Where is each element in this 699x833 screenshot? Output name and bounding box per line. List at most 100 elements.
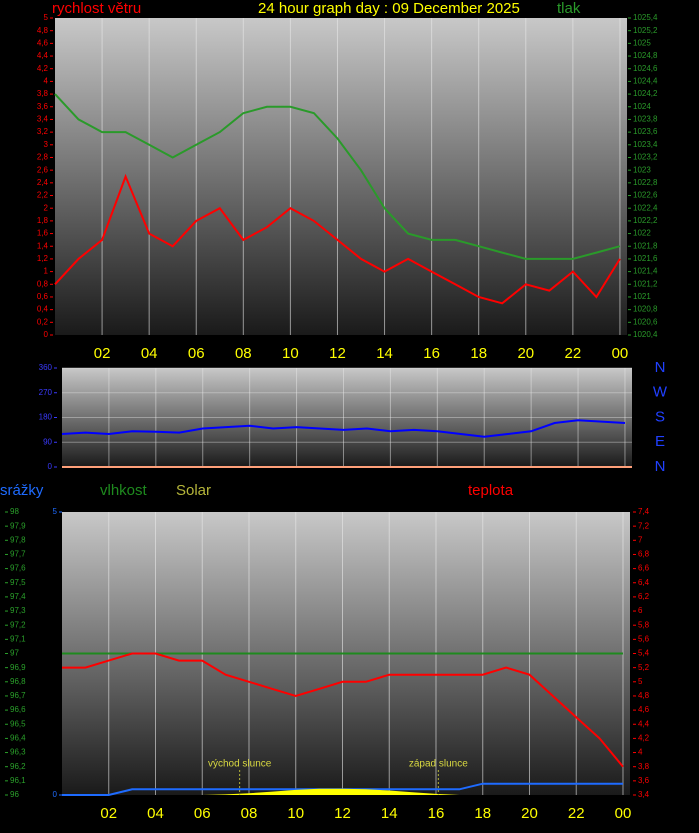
legend-label: teplota xyxy=(468,482,514,499)
y-tick-label: 98 xyxy=(10,507,19,516)
y-tick-label: 2,8 xyxy=(37,153,49,162)
x-tick-label: 04 xyxy=(141,345,158,362)
legend-label: srážky xyxy=(0,482,44,499)
x-tick-label: 14 xyxy=(376,345,393,362)
y-tick-label: 1021,2 xyxy=(633,279,658,288)
plot-area xyxy=(62,368,632,467)
y-tick-label: 6,4 xyxy=(638,578,650,587)
x-tick-label: 22 xyxy=(568,805,585,822)
y-tick-label: 96 xyxy=(10,790,19,799)
y-tick-label: 0 xyxy=(44,330,49,339)
chart-title: 24 hour graph day : 09 December 2025 xyxy=(258,0,520,17)
y-tick-label: 1,2 xyxy=(37,254,49,263)
y-tick-label: 4,8 xyxy=(37,26,49,35)
y-tick-label: 1025,4 xyxy=(633,13,658,22)
line xyxy=(54,173,621,305)
y-tick-label: 1023,2 xyxy=(633,153,658,162)
y-tick-label: 0 xyxy=(53,790,58,799)
y-tick-label: 4,4 xyxy=(638,719,650,728)
y-tick-label: 7,2 xyxy=(638,521,650,530)
y-tick-label: 270 xyxy=(39,388,53,397)
y-tick-label: 0,6 xyxy=(37,292,49,301)
y-tick-label: 3,8 xyxy=(638,762,650,771)
legend-label: tlak xyxy=(557,0,581,17)
y-tick-label: 97,1 xyxy=(10,634,26,643)
y-tick-label: 1021 xyxy=(633,292,651,301)
line xyxy=(54,93,621,260)
x-tick-label: 16 xyxy=(423,345,440,362)
y-tick-label: 6,8 xyxy=(638,550,650,559)
y-tick-label: 4,2 xyxy=(37,64,49,73)
y-tick-label: 1020,6 xyxy=(633,317,658,326)
y-tick-label: 1,6 xyxy=(37,229,49,238)
y-tick-label: 1 xyxy=(44,267,49,276)
y-tick-label: 1023 xyxy=(633,165,651,174)
y-tick-label: 1022 xyxy=(633,229,651,238)
y-tick-label: 7,4 xyxy=(638,507,650,516)
y-tick-label: 4,6 xyxy=(37,38,49,47)
x-tick-label: 20 xyxy=(517,345,534,362)
y-tick-label: 1021,8 xyxy=(633,241,658,250)
y-tick-label: 2,4 xyxy=(37,178,49,187)
y-tick-label: 96,9 xyxy=(10,663,26,672)
compass-label: N xyxy=(655,359,666,376)
y-tick-label: 97,8 xyxy=(10,535,26,544)
y-tick-label: 6,6 xyxy=(638,564,650,573)
y-tick-label: 3,4 xyxy=(638,790,650,799)
y-tick-label: 97,3 xyxy=(10,606,26,615)
compass-label: W xyxy=(653,384,668,401)
y-tick-label: 0,4 xyxy=(37,305,49,314)
y-tick-label: 96,3 xyxy=(10,748,26,757)
y-tick-label: 1025 xyxy=(633,38,651,47)
x-tick-label: 08 xyxy=(241,805,258,822)
y-tick-label: 5,6 xyxy=(638,634,650,643)
y-tick-label: 1024,6 xyxy=(633,64,658,73)
y-tick-label: 96,8 xyxy=(10,677,26,686)
x-tick-label: 18 xyxy=(470,345,487,362)
x-tick-label: 20 xyxy=(521,805,538,822)
y-tick-label: 1022,6 xyxy=(633,191,658,200)
y-tick-label: 1025,2 xyxy=(633,26,658,35)
y-tick-label: 5,2 xyxy=(638,663,650,672)
compass-label: N xyxy=(655,458,666,475)
y-tick-label: 2 xyxy=(44,203,49,212)
y-tick-label: 180 xyxy=(39,413,53,422)
x-tick-label: 02 xyxy=(100,805,117,822)
x-tick-label: 14 xyxy=(381,805,398,822)
y-tick-label: 97 xyxy=(10,649,19,658)
y-tick-label: 1023,4 xyxy=(633,140,658,149)
line xyxy=(62,652,624,768)
y-tick-label: 97,2 xyxy=(10,620,26,629)
y-tick-label: 1,4 xyxy=(37,241,49,250)
y-tick-label: 4,8 xyxy=(638,691,650,700)
area xyxy=(62,788,623,795)
line xyxy=(61,419,626,438)
x-tick-label: 00 xyxy=(612,345,629,362)
y-tick-label: 2,6 xyxy=(37,165,49,174)
x-tick-label: 18 xyxy=(474,805,491,822)
y-tick-label: 3,6 xyxy=(638,776,650,785)
y-tick-label: 96,4 xyxy=(10,734,26,743)
legend-label: Solar xyxy=(176,482,211,499)
y-tick-label: 1021,6 xyxy=(633,254,658,263)
y-tick-label: 1023,6 xyxy=(633,127,658,136)
x-tick-label: 12 xyxy=(334,805,351,822)
y-tick-label: 97,4 xyxy=(10,592,26,601)
y-tick-label: 1020,8 xyxy=(633,305,658,314)
y-tick-label: 4 xyxy=(638,748,643,757)
y-tick-label: 7 xyxy=(638,535,643,544)
compass-label: S xyxy=(655,408,665,425)
plot-area xyxy=(55,18,627,335)
y-tick-label: 1023,8 xyxy=(633,115,658,124)
y-tick-label: 97,6 xyxy=(10,564,26,573)
y-tick-label: 1024,2 xyxy=(633,89,658,98)
y-tick-label: 3,8 xyxy=(37,89,49,98)
y-tick-label: 90 xyxy=(43,437,52,446)
x-tick-label: 12 xyxy=(329,345,346,362)
y-tick-label: 96,5 xyxy=(10,719,26,728)
y-tick-label: 0,8 xyxy=(37,279,49,288)
y-tick-label: 1,8 xyxy=(37,216,49,225)
y-tick-label: 96,6 xyxy=(10,705,26,714)
